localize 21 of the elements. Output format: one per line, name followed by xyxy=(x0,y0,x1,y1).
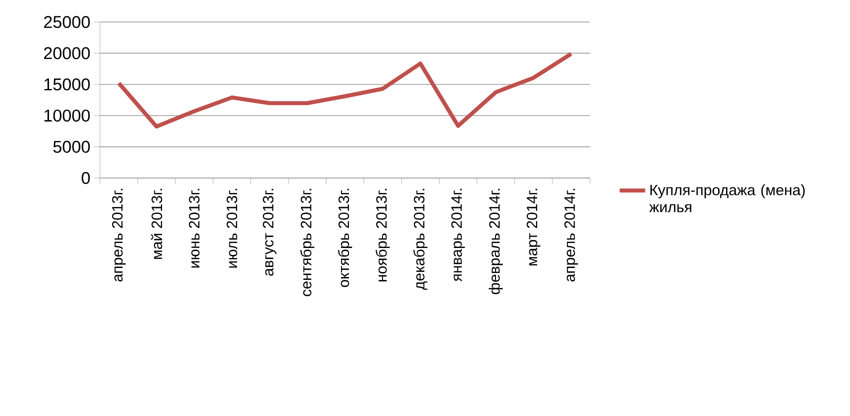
x-tick-label: январь 2014г. xyxy=(451,188,465,282)
x-tick-label: ноябрь 2013г. xyxy=(376,188,390,282)
x-tick-label: июнь 2013г. xyxy=(188,188,200,268)
y-tick-label: 5000 xyxy=(53,140,90,153)
y-tick-label: 0 xyxy=(82,172,90,184)
x-tick-label: декабрь 2013г. xyxy=(413,188,428,290)
y-tick-label: 25000 xyxy=(44,16,90,28)
x-tick-label: апрель 2013г. xyxy=(112,188,126,282)
x-tick-label: февраль 2014г. xyxy=(488,188,503,294)
x-tick-label: март 2014г. xyxy=(526,188,540,266)
x-tick-label: апрель 2014г. xyxy=(564,188,578,282)
y-tick-label: 20000 xyxy=(44,47,90,60)
x-tick-label: сентябрь 2013г. xyxy=(300,188,314,296)
x-tick-label: октябрь 2013г. xyxy=(338,188,352,288)
legend-label: Купля-продажа (мена) жилья xyxy=(649,184,805,212)
line-series xyxy=(116,52,574,129)
y-tick-label: 15000 xyxy=(44,78,90,90)
x-tick-label: июль 2013г. xyxy=(226,188,238,268)
x-tick-label: май 2013г. xyxy=(150,188,162,259)
x-tick-label: август 2013г. xyxy=(262,188,276,276)
y-tick-label: 10000 xyxy=(44,110,90,122)
